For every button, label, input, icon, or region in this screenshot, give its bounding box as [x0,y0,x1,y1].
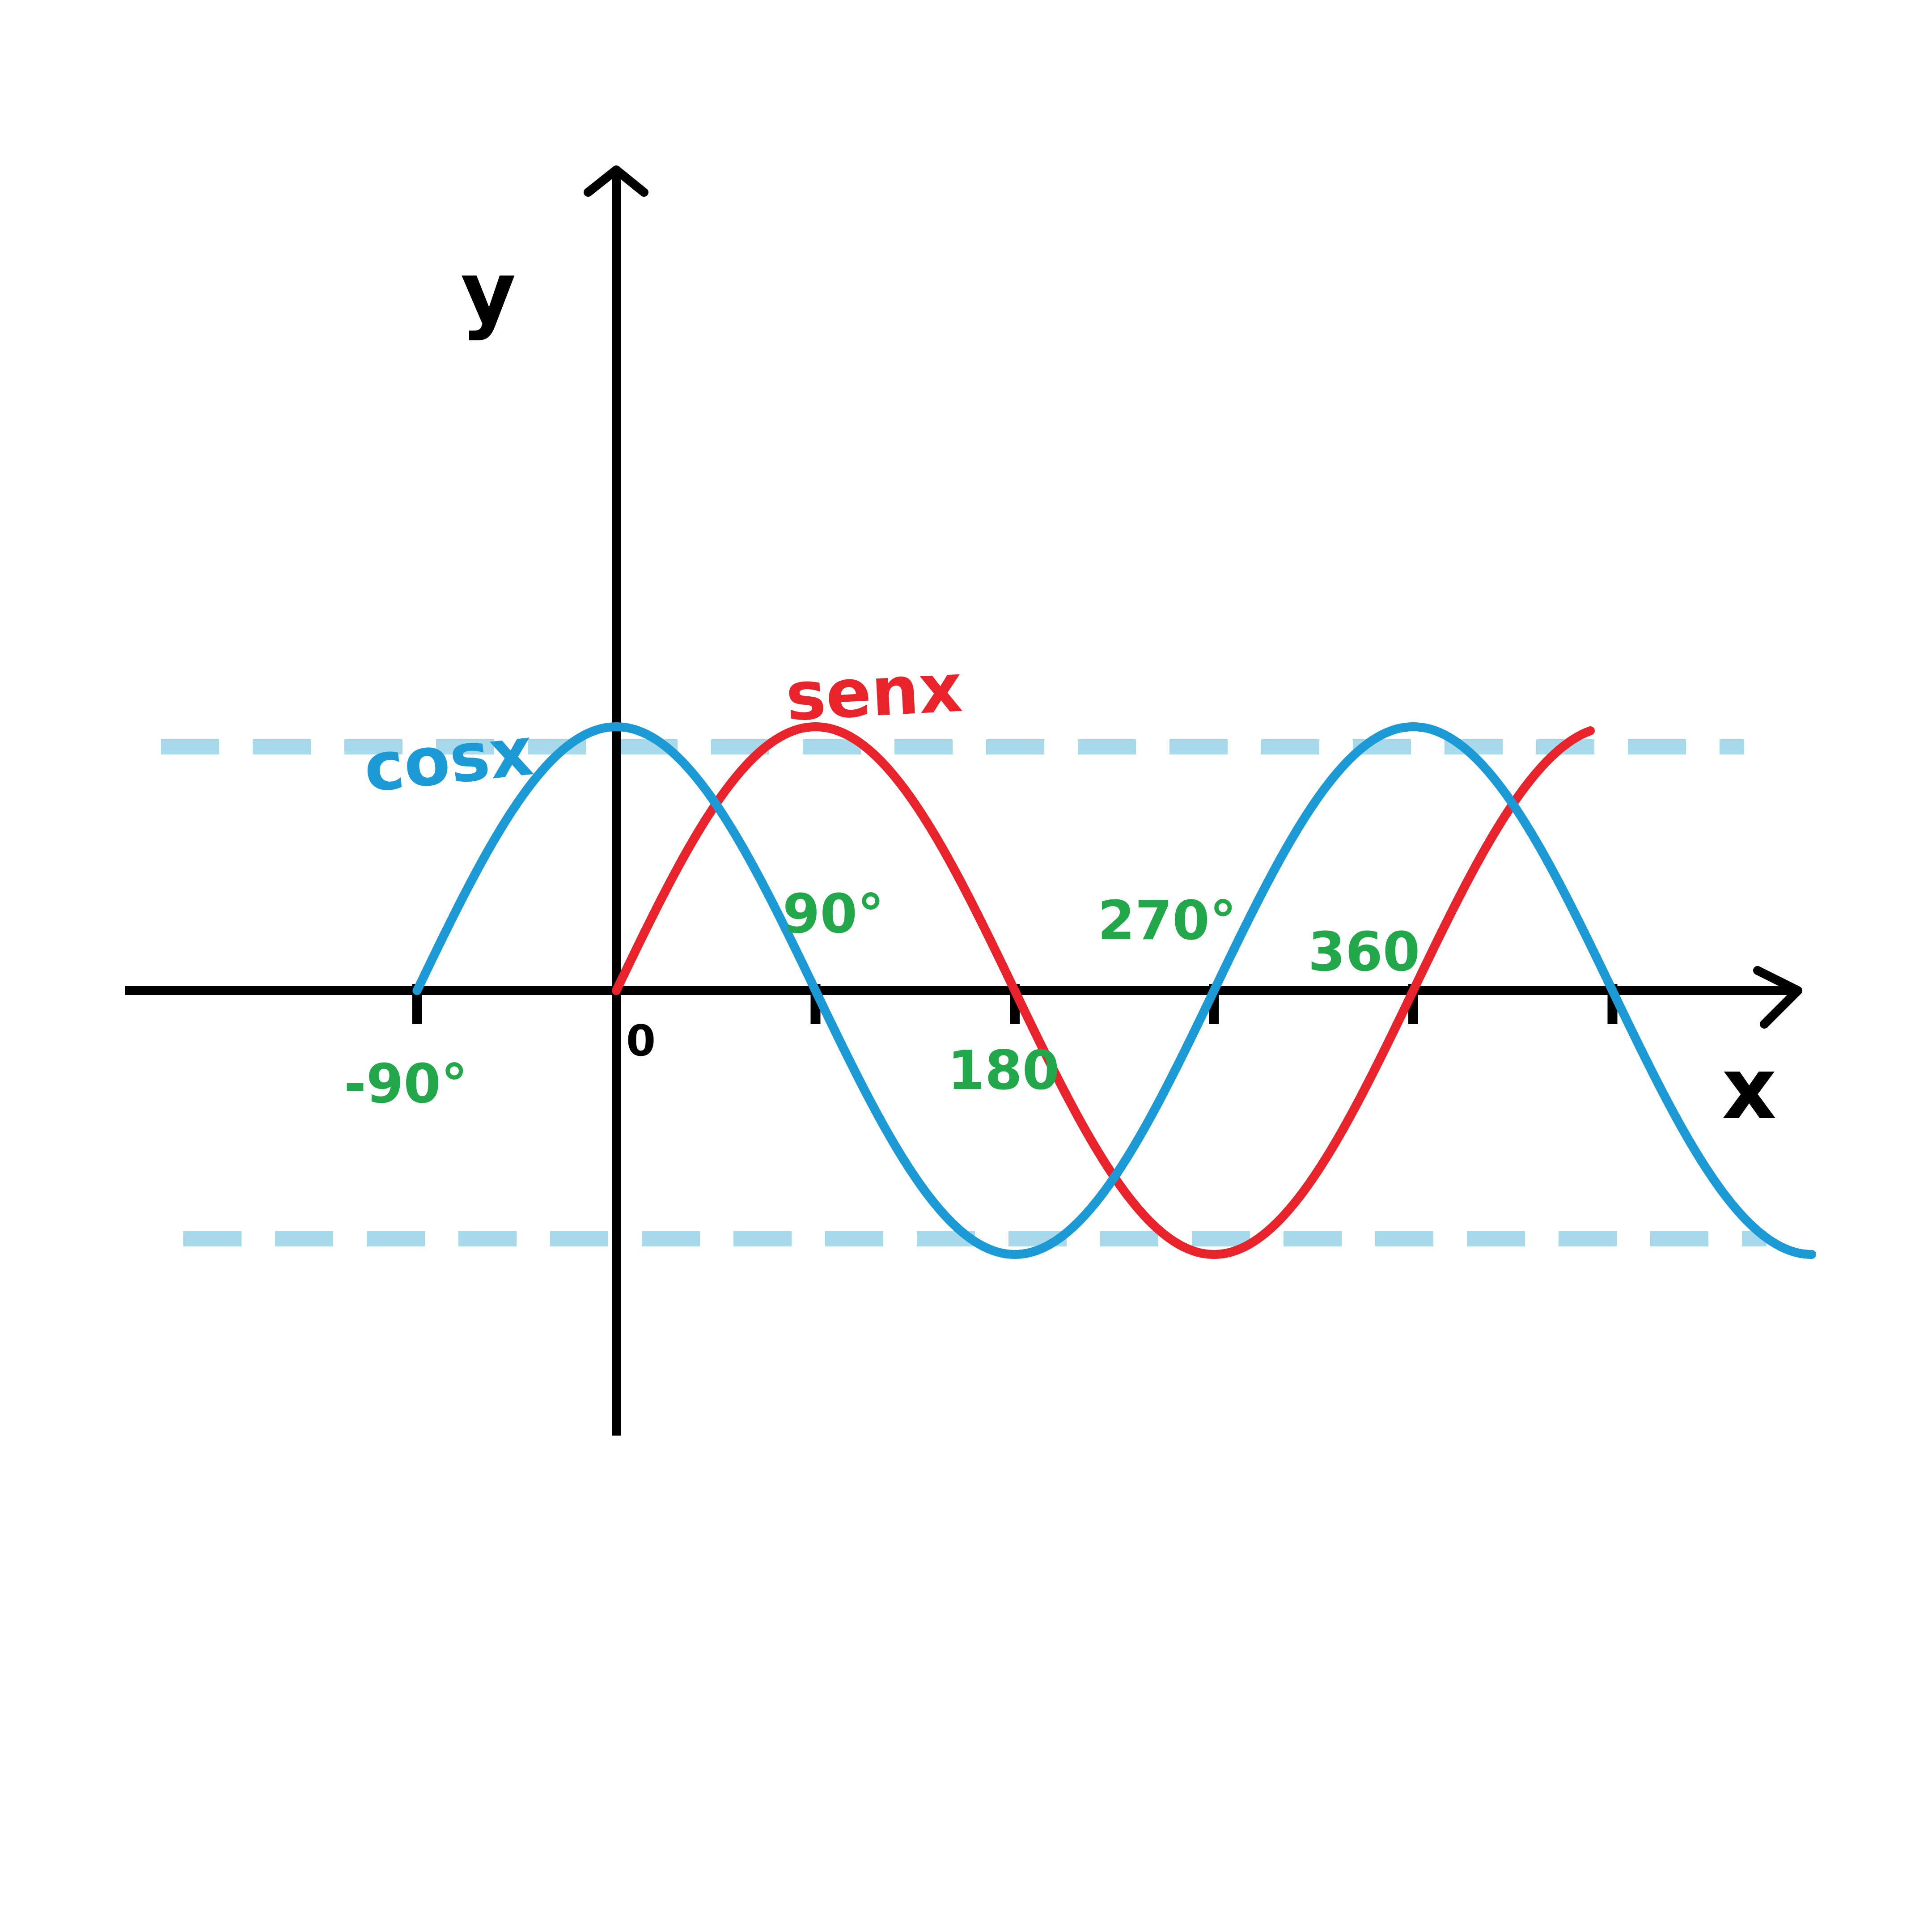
x-tick-labels: -90° 90° 180 270° 360 [344,883,1420,1115]
x-tick-label: 180 [948,1040,1060,1102]
x-tick-label: -90° [344,1053,468,1115]
x-axis-label: x [1722,1039,1777,1138]
x-tick-label: 360 [1308,921,1420,983]
series-label-senx: senx [784,649,964,736]
origin-label: 0 [626,1017,656,1066]
x-tick-label: 270° [1097,890,1237,952]
series-label-cosx: cosx [360,712,537,808]
x-axis-arrowhead [1758,970,1798,1024]
y-axis-label: y [461,243,516,342]
x-tick-label: 90° [783,883,884,945]
